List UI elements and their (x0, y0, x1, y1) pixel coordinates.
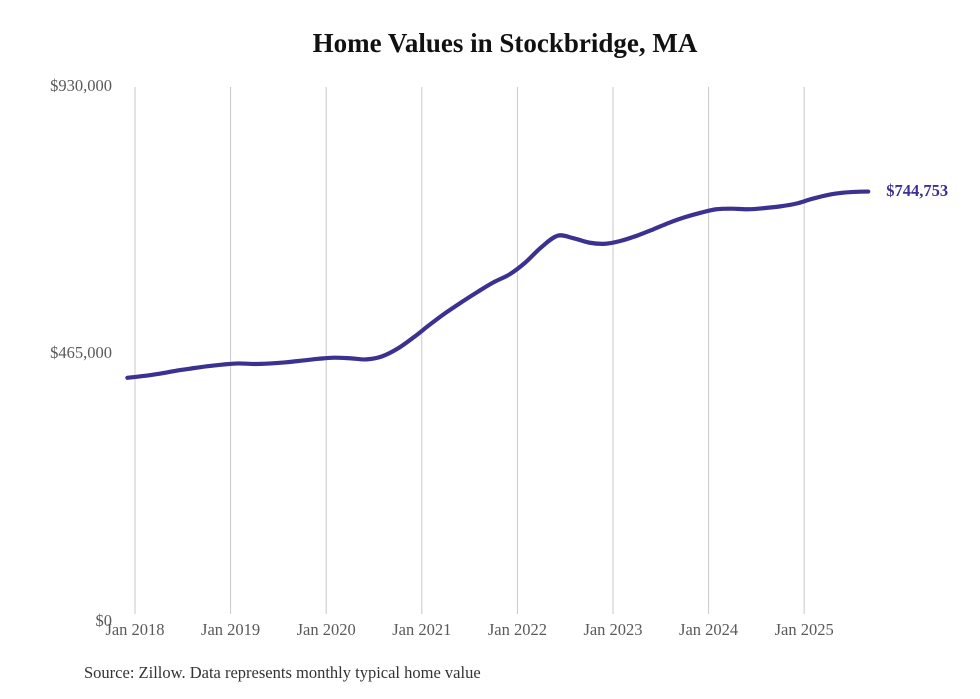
x-tick-label-jan-2021: Jan 2021 (392, 620, 452, 639)
x-tick-label-jan-2019: Jan 2019 (201, 620, 261, 639)
x-tick-label-jan-2023: Jan 2023 (583, 620, 643, 639)
y-tick-label-0: $0 (95, 611, 113, 630)
x-tick-label-jan-2018: Jan 2018 (105, 620, 165, 639)
source-note: Source: Zillow. Data represents monthly … (84, 663, 481, 682)
y-tick-label-930000: $930,000 (50, 76, 112, 95)
y-tick-label-465000: $465,000 (50, 343, 112, 362)
chart-title: Home Values in Stockbridge, MA (312, 28, 698, 58)
x-tick-label-jan-2024: Jan 2024 (679, 620, 739, 639)
series-line-typical-home-value (125, 189, 871, 380)
endpoint-value-label: $744,753 (886, 180, 949, 200)
x-tick-label-jan-2022: Jan 2022 (487, 620, 547, 639)
x-tick-label-jan-2025: Jan 2025 (774, 620, 834, 639)
gridlines-group (134, 87, 805, 614)
x-tick-label-jan-2020: Jan 2020 (296, 620, 356, 639)
